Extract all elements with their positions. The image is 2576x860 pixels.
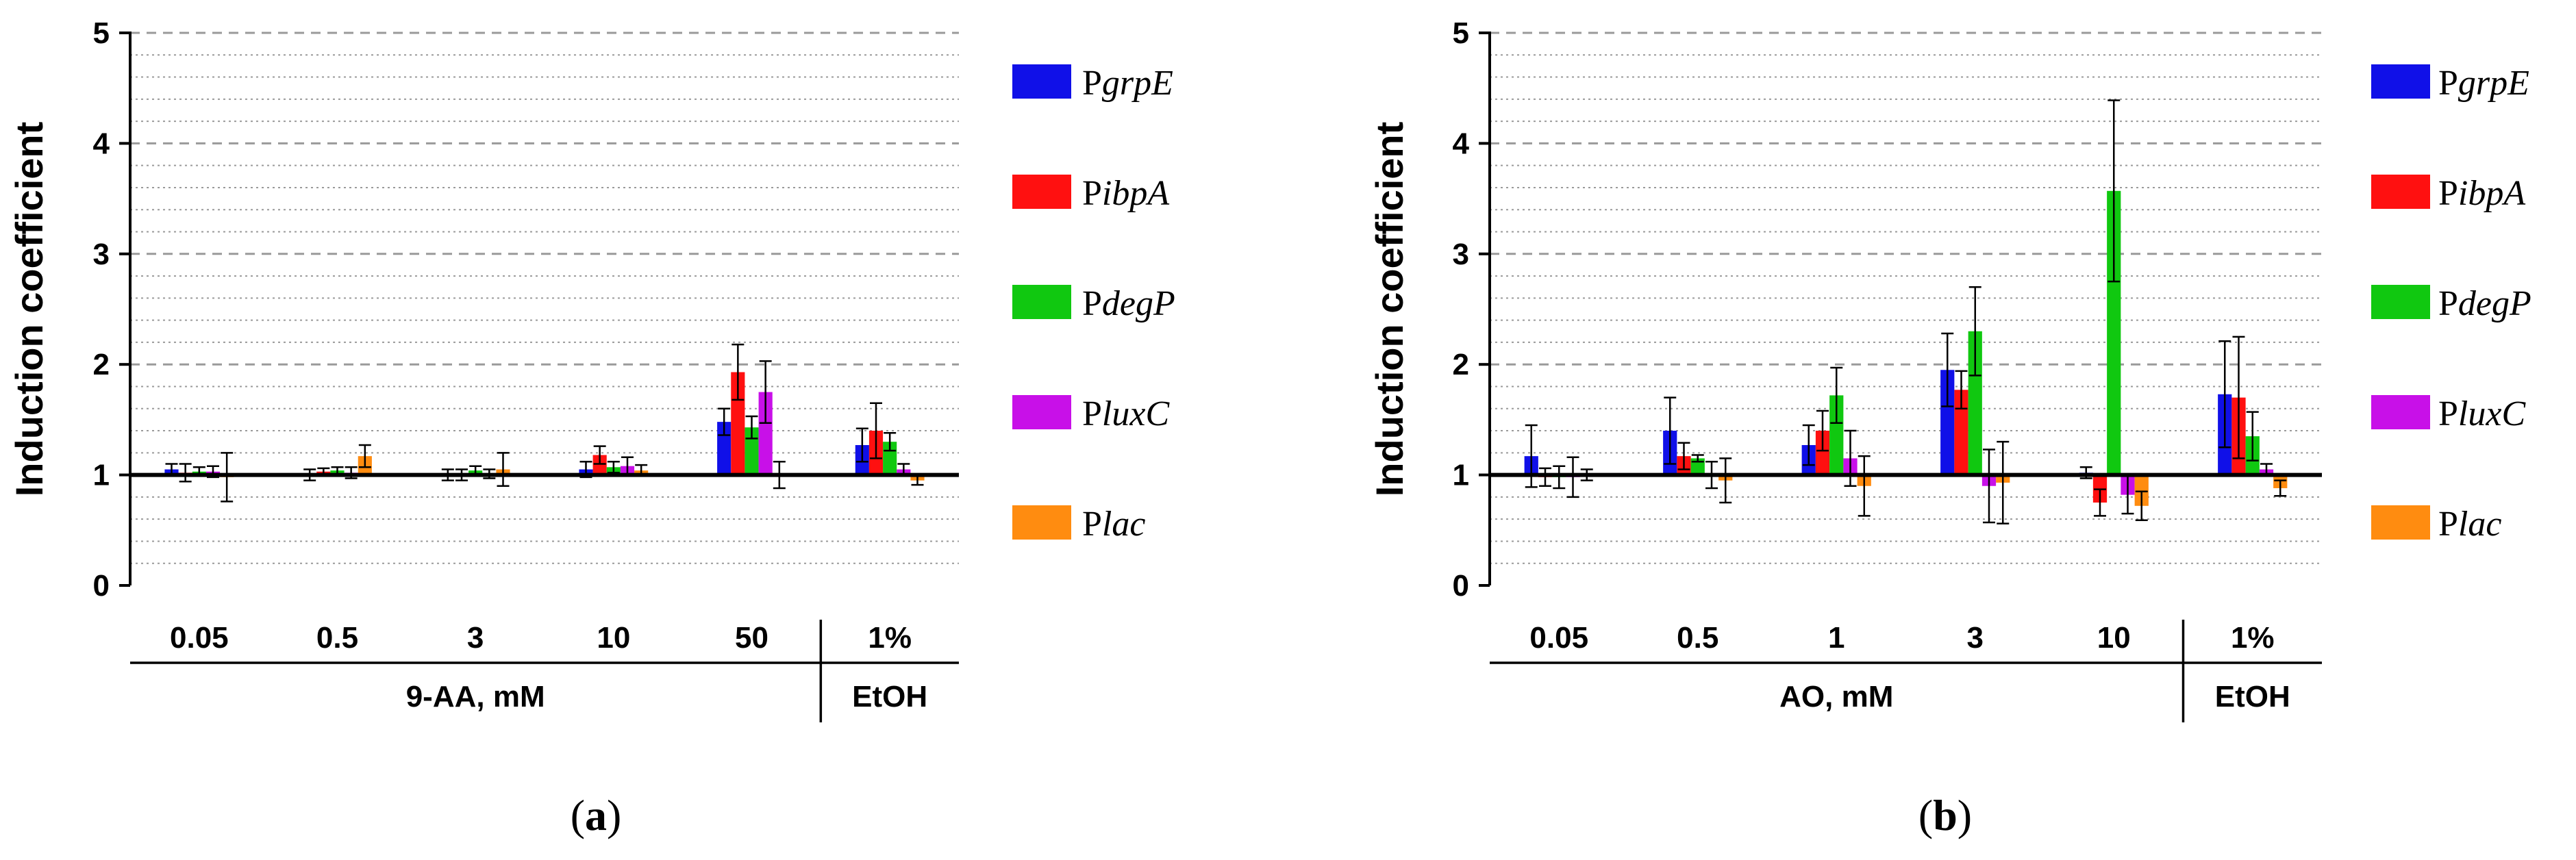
legend-swatch-luxC — [1012, 395, 1071, 429]
chart-panel-b: 0 1 2 3 4 5 Induction coefficient 0.05 0.5 1 3 10 1%… — [1368, 16, 2531, 839]
legend-prefix: P — [1082, 505, 1102, 544]
y-tick-label: 5 — [93, 16, 110, 50]
y-tick-label: 4 — [1453, 127, 1470, 160]
legend-label-luxC: PluxC — [1082, 394, 1170, 433]
legend-label-degP: PdegP — [2438, 284, 2531, 323]
legend-swatch-lac — [2371, 505, 2430, 540]
bar-ibpA-3 — [1954, 390, 1968, 475]
x-tick-label: 0.05 — [1529, 621, 1588, 655]
x-tick-label: 50 — [735, 621, 768, 655]
y-tick-label: 0 — [93, 569, 110, 603]
x-tick-label: 1% — [868, 621, 912, 655]
legend-label-luxC: PluxC — [2438, 394, 2526, 433]
x-tick-label: 1 — [1828, 621, 1845, 655]
legend-label-grpE: PgrpE — [1082, 64, 1173, 103]
bar-degP-2 — [1829, 395, 1844, 475]
legend-label-degP: PdegP — [1082, 284, 1175, 323]
bar-lac-4 — [2134, 475, 2149, 506]
bar-grpE-3 — [1940, 370, 1955, 475]
legend-gene: degP — [2458, 284, 2531, 323]
y-tick-label: 1 — [1453, 459, 1469, 492]
panel-caption: (b) — [1918, 791, 1972, 839]
legend-swatch-lac — [1012, 505, 1071, 540]
y-tick-label: 2 — [93, 348, 110, 381]
y-axis-title: Induction coefficient — [1368, 122, 1411, 497]
y-tick-label: 2 — [1453, 348, 1469, 381]
y-tick-label: 3 — [1453, 238, 1469, 271]
legend-label-lac: Plac — [2438, 505, 2501, 544]
legend-gene: luxC — [1102, 394, 1171, 433]
x-tick-label: 1% — [2231, 621, 2275, 655]
caption-open: ( — [571, 791, 585, 839]
caption-letter: a — [585, 791, 607, 839]
y-tick-label: 0 — [1453, 569, 1469, 603]
x-tick-label: 3 — [467, 621, 484, 655]
legend-prefix: P — [1082, 64, 1102, 103]
legend-gene: luxC — [2458, 394, 2527, 433]
legend-gene: lac — [2458, 505, 2502, 544]
x-tick-label: 0.5 — [1677, 621, 1718, 655]
legend-label-lac: Plac — [1082, 505, 1145, 544]
y-axis-title: Induction coefficient — [8, 122, 51, 497]
legend-gene: degP — [1102, 284, 1175, 323]
x-tick-label: 10 — [597, 621, 630, 655]
group-label: 9-AA, mM — [406, 680, 545, 713]
legend-prefix: P — [2438, 505, 2458, 544]
legend-gene: lac — [1102, 505, 1146, 544]
bar-ibpA-3 — [592, 455, 607, 475]
x-tick-label: 10 — [2097, 621, 2131, 655]
caption-close: ) — [1958, 791, 1972, 839]
legend-label-ibpA: PibpA — [1082, 174, 1169, 213]
legend-gene: ibpA — [2458, 174, 2525, 213]
group-label: AO, mM — [1779, 680, 1893, 713]
legend-gene: grpE — [1102, 64, 1173, 103]
y-tick-label: 3 — [93, 238, 110, 271]
legend-prefix: P — [2438, 284, 2458, 323]
y-tick-label: 4 — [93, 127, 110, 160]
group-label: EtOH — [852, 680, 927, 713]
legend-prefix: P — [2438, 174, 2458, 213]
caption-close: ) — [607, 791, 621, 839]
legend-label-grpE: PgrpE — [2438, 64, 2529, 103]
group-label: EtOH — [2215, 680, 2290, 713]
caption-open: ( — [1918, 791, 1933, 839]
chart-panel-a: 0 1 2 3 4 5 Induction coefficient 0.05 0.5 3 10 50 1… — [8, 16, 1175, 839]
legend-swatch-ibpA — [2371, 175, 2430, 209]
legend-prefix: P — [1082, 174, 1102, 213]
bar-degP-3 — [1968, 331, 1982, 475]
legend-prefix: P — [2438, 394, 2458, 433]
legend-prefix: P — [1082, 394, 1102, 433]
legend-swatch-degP — [2371, 285, 2430, 319]
legend-swatch-luxC — [2371, 395, 2430, 429]
x-tick-label: 3 — [1967, 621, 1984, 655]
legend-swatch-grpE — [1012, 64, 1071, 99]
y-tick-label: 5 — [1453, 16, 1469, 50]
bar-degP-4 — [2107, 190, 2121, 475]
legend-gene: grpE — [2458, 64, 2529, 103]
bar-ibpA-2 — [1815, 431, 1830, 475]
caption-letter: b — [1933, 791, 1958, 839]
legend-label-ibpA: PibpA — [2438, 174, 2525, 213]
legend-swatch-grpE — [2371, 64, 2430, 99]
legend-swatch-ibpA — [1012, 175, 1071, 209]
panel-caption: (a) — [571, 791, 622, 839]
legend-prefix: P — [2438, 64, 2458, 103]
legend-gene: ibpA — [1102, 174, 1169, 213]
legend-prefix: P — [1082, 284, 1102, 323]
bar-luxC-4 — [758, 392, 773, 475]
bar-ibpA-4 — [731, 372, 745, 475]
x-tick-label: 0.5 — [316, 621, 358, 655]
legend-swatch-degP — [1012, 285, 1071, 319]
x-tick-label: 0.05 — [170, 621, 229, 655]
y-tick-label: 1 — [93, 459, 110, 492]
